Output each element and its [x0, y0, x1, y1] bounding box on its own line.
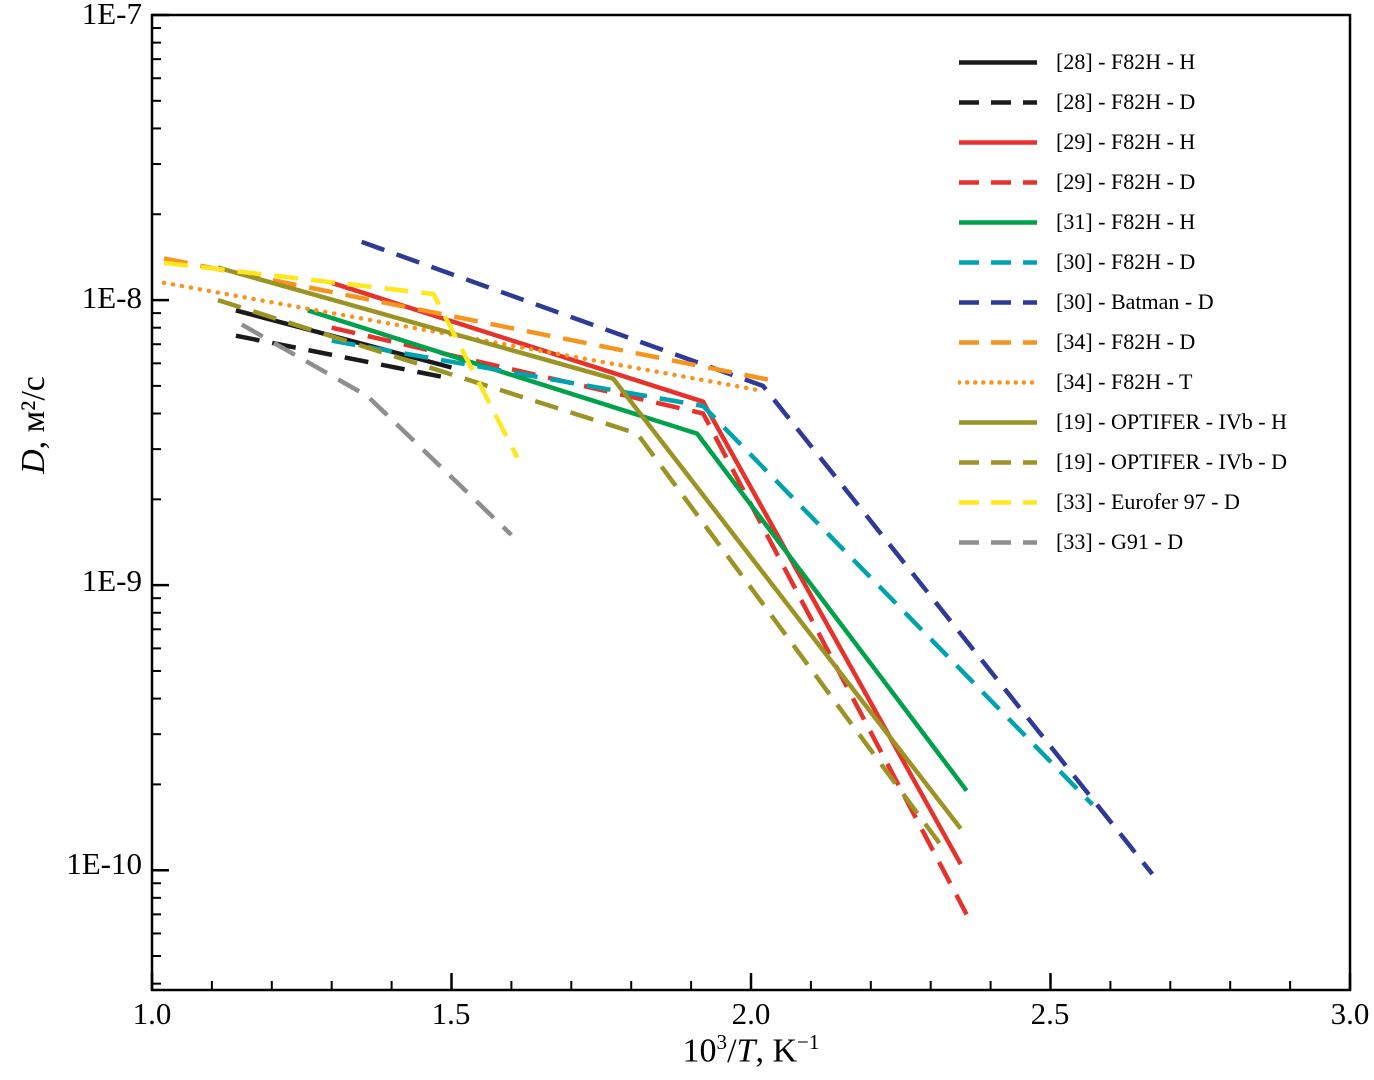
x-tick-label: 1.5 — [431, 996, 471, 1031]
legend-item: [29] - F82H - H — [958, 122, 1287, 162]
legend-item: [34] - F82H - D — [958, 322, 1287, 362]
legend-item: [30] - Batman - D — [958, 282, 1287, 322]
legend-label: [34] - F82H - T — [1056, 369, 1193, 394]
legend-label: [19] - OPTIFER - IVb - H — [1056, 409, 1287, 434]
legend-item: [33] - G91 - D — [958, 522, 1287, 562]
legend-line-sample — [959, 219, 1037, 225]
legend-item: [31] - F82H - H — [958, 202, 1287, 242]
x-axis-exponent: 3 — [716, 1030, 728, 1054]
legend-item: [30] - F82H - D — [958, 242, 1287, 282]
legend-line-sample — [959, 59, 1037, 65]
y-axis-units: , м²/с — [15, 376, 52, 450]
y-axis-title: D, м²/с — [15, 376, 53, 474]
legend-label: [28] - F82H - H — [1056, 49, 1196, 74]
legend-line-sample — [959, 339, 1037, 345]
x-axis-base: 10 — [682, 1032, 717, 1070]
legend-line-sample — [959, 99, 1037, 105]
x-tick-label: 3.0 — [1330, 996, 1370, 1031]
y-tick-label: 1E-8 — [81, 280, 142, 315]
legend-line-sample — [959, 139, 1037, 145]
legend-item: [34] - F82H - T — [958, 362, 1287, 402]
x-tick-label: 2.5 — [1030, 996, 1070, 1031]
legend-label: [19] - OPTIFER - IVb - D — [1056, 449, 1287, 474]
legend-label: [33] - G91 - D — [1056, 529, 1184, 554]
legend-item: [29] - F82H - D — [958, 162, 1287, 202]
legend-line-sample — [959, 459, 1037, 465]
legend-line-sample — [959, 259, 1037, 265]
legend-label: [29] - F82H - H — [1056, 129, 1196, 154]
y-axis-variable: D — [15, 449, 52, 474]
legend-label: [31] - F82H - H — [1056, 209, 1196, 234]
legend-line-sample — [959, 419, 1037, 425]
legend-line-sample — [959, 299, 1037, 305]
x-axis-slash: / — [727, 1032, 737, 1070]
legend-line-sample — [959, 539, 1037, 545]
legend-label: [33] - Eurofer 97 - D — [1056, 489, 1240, 514]
legend-item: [19] - OPTIFER - IVb - D — [958, 442, 1287, 482]
y-tick-label: 1E-7 — [81, 0, 142, 31]
legend-label: [34] - F82H - D — [1056, 329, 1196, 354]
legend-label: [28] - F82H - D — [1056, 89, 1196, 114]
legend-item: [33] - Eurofer 97 - D — [958, 482, 1287, 522]
x-axis-title: 103/T, K−1 — [683, 1030, 820, 1070]
legend-line-sample — [959, 179, 1037, 185]
x-axis-variable: T — [736, 1032, 756, 1070]
x-tick-label: 2.0 — [731, 996, 771, 1031]
legend-label: [30] - F82H - D — [1056, 249, 1196, 274]
y-tick-label: 1E-9 — [81, 563, 142, 598]
x-axis-unit-exponent: −1 — [797, 1030, 820, 1054]
legend-line-sample — [958, 379, 1038, 385]
legend-line-sample — [959, 499, 1037, 505]
x-tick-label: 1.0 — [132, 996, 172, 1031]
y-tick-label: 1E-10 — [66, 846, 142, 881]
x-axis-unit: , K — [755, 1032, 798, 1070]
legend-item: [28] - F82H - D — [958, 82, 1287, 122]
legend-label: [30] - Batman - D — [1056, 289, 1214, 314]
legend: [28] - F82H - H [28] - F82H - D [29] - F… — [958, 42, 1287, 562]
legend-item: [28] - F82H - H — [958, 42, 1287, 82]
legend-label: [29] - F82H - D — [1056, 169, 1196, 194]
legend-item: [19] - OPTIFER - IVb - H — [958, 402, 1287, 442]
